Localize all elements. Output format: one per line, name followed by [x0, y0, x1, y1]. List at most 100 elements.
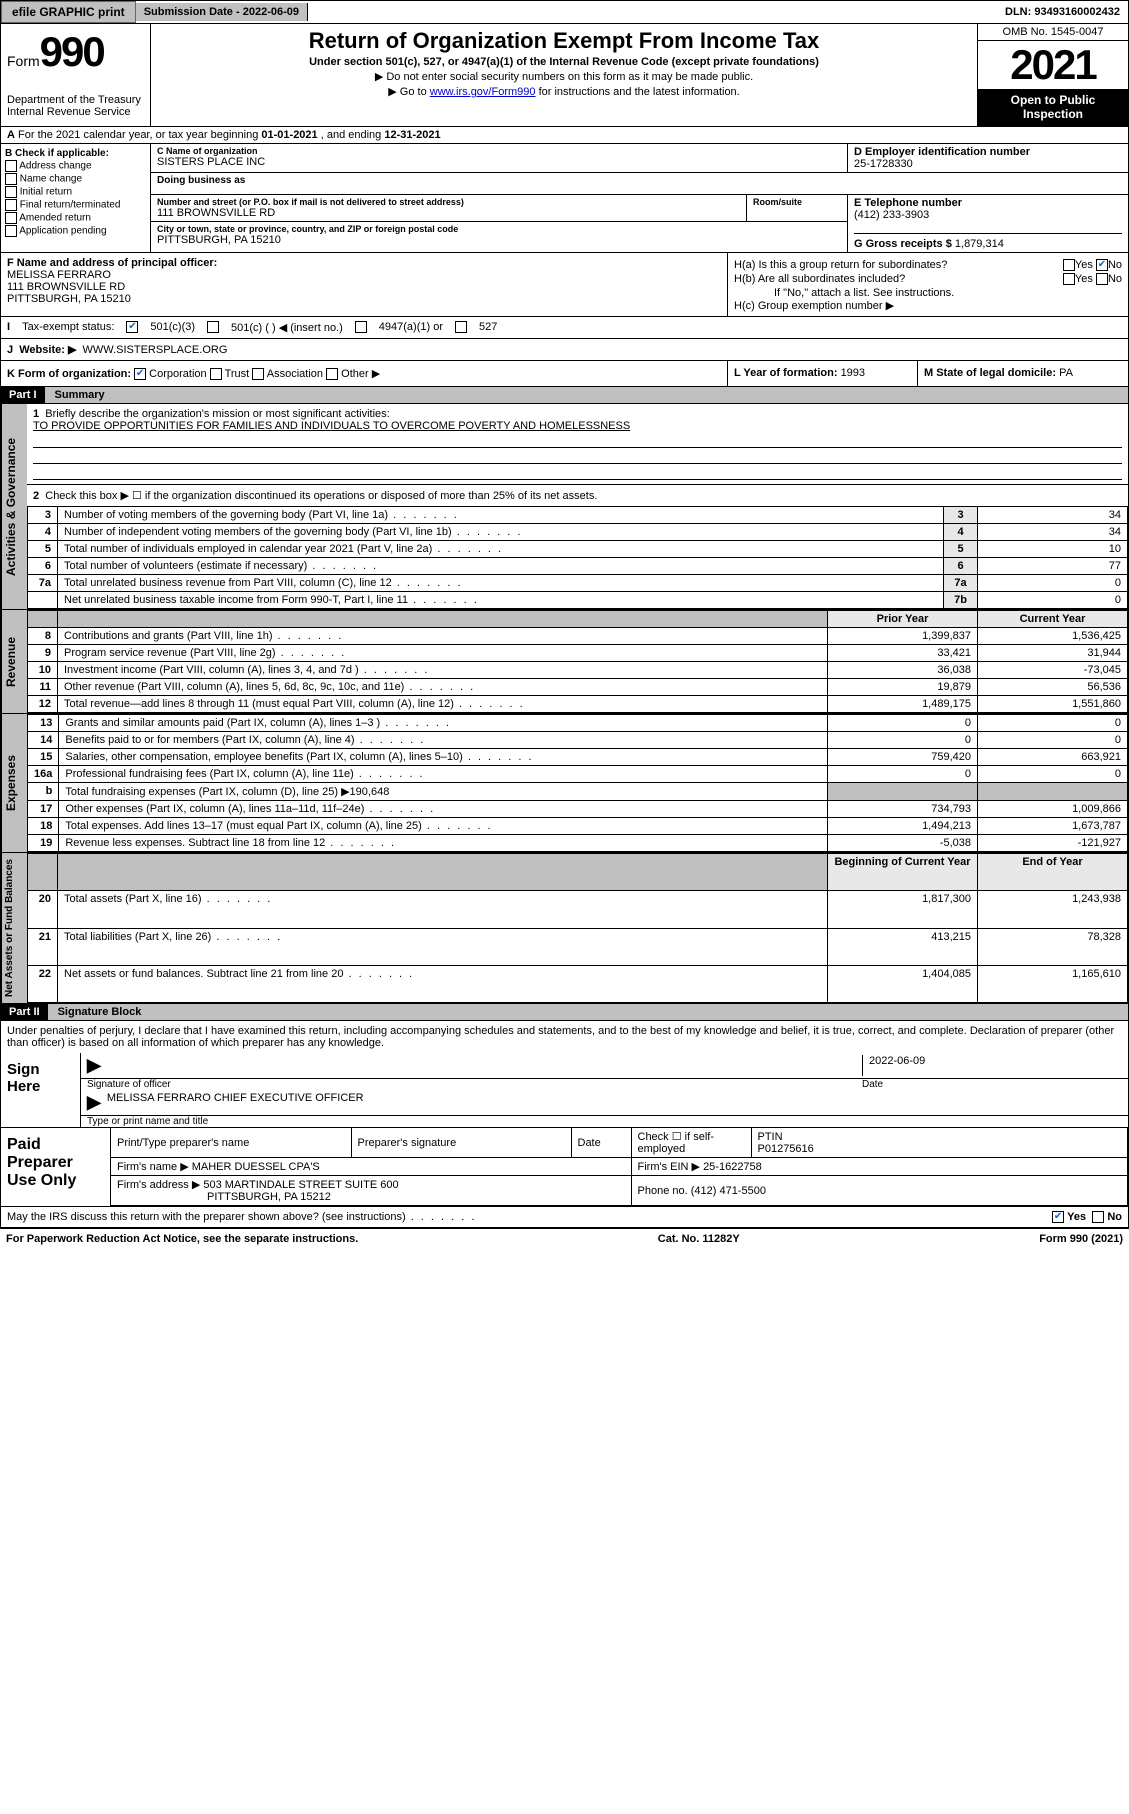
- caret-icon: ▶: [87, 1055, 101, 1076]
- preparer-table: Print/Type preparer's name Preparer's si…: [111, 1128, 1128, 1206]
- subdate-label-text: Submission Date -: [144, 6, 243, 18]
- firm-addr2: PITTSBURGH, PA 15212: [117, 1191, 331, 1203]
- row-i-tax-status: I Tax-exempt status: 501(c)(3) 501(c) ( …: [0, 317, 1129, 339]
- vtab-revenue: Revenue: [1, 610, 27, 713]
- dln-label: DLN:: [1005, 6, 1034, 18]
- gross-receipts: G Gross receipts $ 1,879,314: [854, 233, 1122, 250]
- chk-corp[interactable]: [134, 368, 146, 380]
- table-row: 16aProfessional fundraising fees (Part I…: [28, 766, 1128, 783]
- header-left: Form990 Department of the Treasury Inter…: [1, 24, 151, 126]
- self-employed-check: Check ☐ if self-employed: [631, 1128, 751, 1158]
- opt-final: Final return/terminated: [20, 199, 121, 210]
- opt-addr: Address change: [19, 160, 91, 171]
- chk-assoc[interactable]: [252, 368, 264, 380]
- l1-label: Briefly describe the organization's miss…: [45, 408, 389, 420]
- expenses-table: 13Grants and similar amounts paid (Part …: [27, 714, 1128, 852]
- hb-yes: Yes: [1075, 273, 1093, 285]
- chk-address-change[interactable]: Address change: [5, 160, 146, 172]
- a-pre: For the 2021 calendar year, or tax year …: [18, 129, 261, 141]
- l2-text: Check this box ▶ ☐ if the organization d…: [45, 490, 597, 502]
- officer-signature-line[interactable]: ▶ 2022-06-09: [81, 1053, 1128, 1079]
- footer-right: Form 990 (2021): [1039, 1233, 1123, 1245]
- form-number: Form990: [7, 28, 144, 76]
- ha-yes: Yes: [1075, 259, 1093, 271]
- prep-sig-hdr: Preparer's signature: [351, 1128, 571, 1158]
- m-val: PA: [1059, 367, 1073, 379]
- part-ii-header: Part II Signature Block: [0, 1004, 1129, 1021]
- paid-preparer-block: Paid Preparer Use Only Print/Type prepar…: [0, 1128, 1129, 1207]
- officer-name-line: ▶ MELISSA FERRARO CHIEF EXECUTIVE OFFICE…: [81, 1090, 1128, 1116]
- discuss-no-check[interactable]: [1092, 1211, 1104, 1223]
- col-b-checkboxes: B Check if applicable: Address change Na…: [1, 144, 151, 252]
- chk-amended[interactable]: Amended return: [5, 212, 146, 224]
- note2-pre: ▶ Go to: [388, 86, 429, 98]
- chk-trust[interactable]: [210, 368, 222, 380]
- table-row: 15Salaries, other compensation, employee…: [28, 749, 1128, 766]
- table-row: 7aTotal unrelated business revenue from …: [28, 575, 1128, 592]
- discuss-row: May the IRS discuss this return with the…: [0, 1207, 1129, 1228]
- table-row: Beginning of Current YearEnd of Year: [28, 854, 1128, 891]
- table-row: 10Investment income (Part VIII, column (…: [28, 662, 1128, 679]
- subdate-value: 2022-06-09: [243, 6, 299, 18]
- table-row: 22Net assets or fund balances. Subtract …: [28, 965, 1128, 1002]
- ssn-warning: ▶ Do not enter social security numbers o…: [159, 70, 969, 83]
- footer-left: For Paperwork Reduction Act Notice, see …: [6, 1233, 358, 1245]
- omb-number: OMB No. 1545-0047: [978, 24, 1128, 41]
- h-group: H(a) Is this a group return for subordin…: [728, 253, 1128, 316]
- chk-name-change[interactable]: Name change: [5, 173, 146, 185]
- section-fh: F Name and address of principal officer:…: [0, 253, 1129, 317]
- net-assets-table: Beginning of Current YearEnd of Year20To…: [27, 853, 1128, 1003]
- governance-table: 3Number of voting members of the governi…: [27, 506, 1128, 609]
- paid-preparer-label: Paid Preparer Use Only: [1, 1128, 111, 1206]
- instructions-link[interactable]: www.irs.gov/Form990: [430, 86, 536, 98]
- prep-name-hdr: Print/Type preparer's name: [111, 1128, 351, 1158]
- chk-initial-return[interactable]: Initial return: [5, 186, 146, 198]
- l-val: 1993: [841, 367, 865, 379]
- ha-text: H(a) Is this a group return for subordin…: [734, 259, 947, 271]
- row-klm: K Form of organization: Corporation Trus…: [0, 361, 1129, 387]
- officer-sig-label: Signature of officer: [87, 1079, 862, 1090]
- chk-other[interactable]: [326, 368, 338, 380]
- revenue-table: Prior YearCurrent Year8Contributions and…: [27, 610, 1128, 713]
- table-row: 19Revenue less expenses. Subtract line 1…: [28, 835, 1128, 852]
- hc-text: H(c) Group exemption number ▶: [734, 299, 1122, 312]
- mission-text: TO PROVIDE OPPORTUNITIES FOR FAMILIES AN…: [33, 420, 630, 432]
- discuss-yes: Yes: [1067, 1211, 1086, 1223]
- suite-label: Room/suite: [753, 197, 841, 207]
- i-o2: 501(c) ( ) ◀ (insert no.): [231, 321, 343, 334]
- row-a-tax-year: A For the 2021 calendar year, or tax yea…: [0, 127, 1129, 144]
- sign-here-label: Sign Here: [1, 1053, 81, 1127]
- hb-no: No: [1108, 273, 1122, 285]
- table-row: 8Contributions and grants (Part VIII, li…: [28, 628, 1128, 645]
- col-cd: C Name of organization SISTERS PLACE INC…: [151, 144, 1128, 252]
- blank-line-3: [33, 466, 1122, 480]
- part-ii-badge: Part II: [1, 1004, 48, 1020]
- vtab-expenses: Expenses: [1, 714, 27, 852]
- top-bar: efile GRAPHIC print Submission Date - 20…: [0, 0, 1129, 24]
- chk-application-pending[interactable]: Application pending: [5, 225, 146, 237]
- chk-501c3[interactable]: [126, 321, 138, 333]
- perjury-text: Under penalties of perjury, I declare th…: [1, 1021, 1128, 1053]
- chk-527[interactable]: [455, 321, 467, 333]
- tax-year-end: 12-31-2021: [384, 129, 440, 141]
- public-inspection-badge: Open to Public Inspection: [978, 89, 1128, 126]
- officer-name-title: MELISSA FERRARO CHIEF EXECUTIVE OFFICER: [107, 1092, 364, 1113]
- officer-name: MELISSA FERRARO: [7, 269, 721, 281]
- hb-text: H(b) Are all subordinates included?: [734, 273, 905, 285]
- k-o1: Corporation: [149, 368, 206, 380]
- discuss-yes-check[interactable]: [1052, 1211, 1064, 1223]
- part-i-title: Summary: [45, 387, 1128, 403]
- instructions-link-line: ▶ Go to www.irs.gov/Form990 for instruct…: [159, 85, 969, 98]
- chk-final-return[interactable]: Final return/terminated: [5, 199, 146, 211]
- chk-4947[interactable]: [355, 321, 367, 333]
- i-o4: 527: [479, 321, 497, 333]
- table-row: 14Benefits paid to or for members (Part …: [28, 732, 1128, 749]
- efile-print-button[interactable]: efile GRAPHIC print: [1, 1, 136, 23]
- dba-label: Doing business as: [157, 175, 1122, 186]
- chk-501c[interactable]: [207, 321, 219, 333]
- note2-post: for instructions and the latest informat…: [536, 86, 740, 98]
- table-row: 13Grants and similar amounts paid (Part …: [28, 715, 1128, 732]
- table-row: 21Total liabilities (Part X, line 26)413…: [28, 928, 1128, 965]
- firm-name: MAHER DUESSEL CPA'S: [192, 1161, 320, 1173]
- street-label: Number and street (or P.O. box if mail i…: [157, 197, 740, 207]
